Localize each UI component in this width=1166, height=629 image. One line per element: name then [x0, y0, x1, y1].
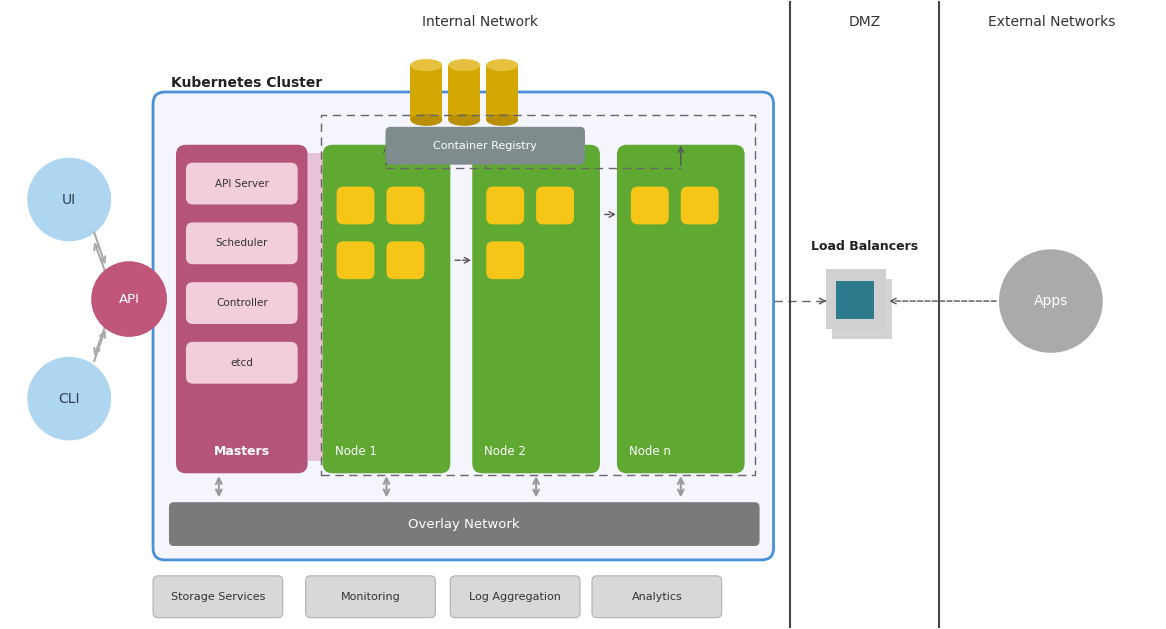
FancyBboxPatch shape	[305, 576, 435, 618]
Ellipse shape	[410, 59, 442, 71]
Text: API Server: API Server	[215, 179, 268, 189]
FancyBboxPatch shape	[631, 187, 669, 225]
Text: Storage Services: Storage Services	[170, 592, 265, 602]
Text: External Networks: External Networks	[989, 15, 1116, 30]
FancyBboxPatch shape	[153, 92, 773, 560]
Text: Scheduler: Scheduler	[216, 238, 268, 248]
Text: Kubernetes Cluster: Kubernetes Cluster	[171, 76, 322, 90]
FancyBboxPatch shape	[185, 282, 297, 324]
Bar	[833, 279, 892, 339]
Text: Log Aggregation: Log Aggregation	[469, 592, 561, 602]
Ellipse shape	[486, 114, 518, 126]
Text: etcd: etcd	[231, 358, 253, 368]
FancyBboxPatch shape	[323, 145, 450, 473]
Ellipse shape	[448, 59, 480, 71]
FancyBboxPatch shape	[592, 576, 722, 618]
FancyBboxPatch shape	[185, 163, 297, 204]
FancyBboxPatch shape	[386, 242, 424, 279]
Text: Masters: Masters	[213, 445, 269, 458]
Text: Container Registry: Container Registry	[434, 141, 538, 151]
Text: Analytics: Analytics	[632, 592, 682, 602]
FancyBboxPatch shape	[617, 145, 745, 473]
Text: Node 2: Node 2	[484, 445, 526, 458]
Text: Load Balancers: Load Balancers	[810, 240, 918, 253]
Circle shape	[27, 158, 111, 242]
FancyBboxPatch shape	[486, 242, 525, 279]
FancyBboxPatch shape	[450, 576, 580, 618]
Circle shape	[999, 249, 1103, 353]
FancyBboxPatch shape	[185, 223, 297, 264]
Ellipse shape	[486, 59, 518, 71]
Text: Node n: Node n	[628, 445, 670, 458]
FancyBboxPatch shape	[386, 127, 585, 165]
Text: Node 1: Node 1	[335, 445, 377, 458]
Text: API: API	[119, 292, 140, 306]
Bar	[486, 65, 518, 120]
Circle shape	[91, 261, 167, 337]
Text: DMZ: DMZ	[848, 15, 880, 30]
FancyBboxPatch shape	[386, 187, 424, 225]
Text: Monitoring: Monitoring	[340, 592, 400, 602]
FancyBboxPatch shape	[153, 576, 282, 618]
Bar	[410, 65, 442, 120]
Text: Internal Network: Internal Network	[422, 15, 539, 30]
Text: CLI: CLI	[58, 392, 80, 406]
Bar	[308, 153, 323, 461]
Bar	[448, 65, 480, 120]
Text: UI: UI	[62, 192, 76, 206]
Text: Controller: Controller	[216, 298, 268, 308]
FancyBboxPatch shape	[176, 145, 308, 473]
Ellipse shape	[410, 114, 442, 126]
Bar	[827, 269, 886, 329]
Text: Overlay Network: Overlay Network	[408, 518, 520, 531]
Bar	[836, 281, 874, 319]
Text: Apps: Apps	[1034, 294, 1068, 308]
FancyBboxPatch shape	[486, 187, 525, 225]
FancyBboxPatch shape	[169, 502, 759, 546]
Ellipse shape	[448, 114, 480, 126]
FancyBboxPatch shape	[337, 187, 374, 225]
FancyBboxPatch shape	[337, 242, 374, 279]
FancyBboxPatch shape	[536, 187, 574, 225]
FancyBboxPatch shape	[681, 187, 718, 225]
FancyBboxPatch shape	[472, 145, 600, 473]
Circle shape	[27, 357, 111, 440]
FancyBboxPatch shape	[185, 342, 297, 384]
